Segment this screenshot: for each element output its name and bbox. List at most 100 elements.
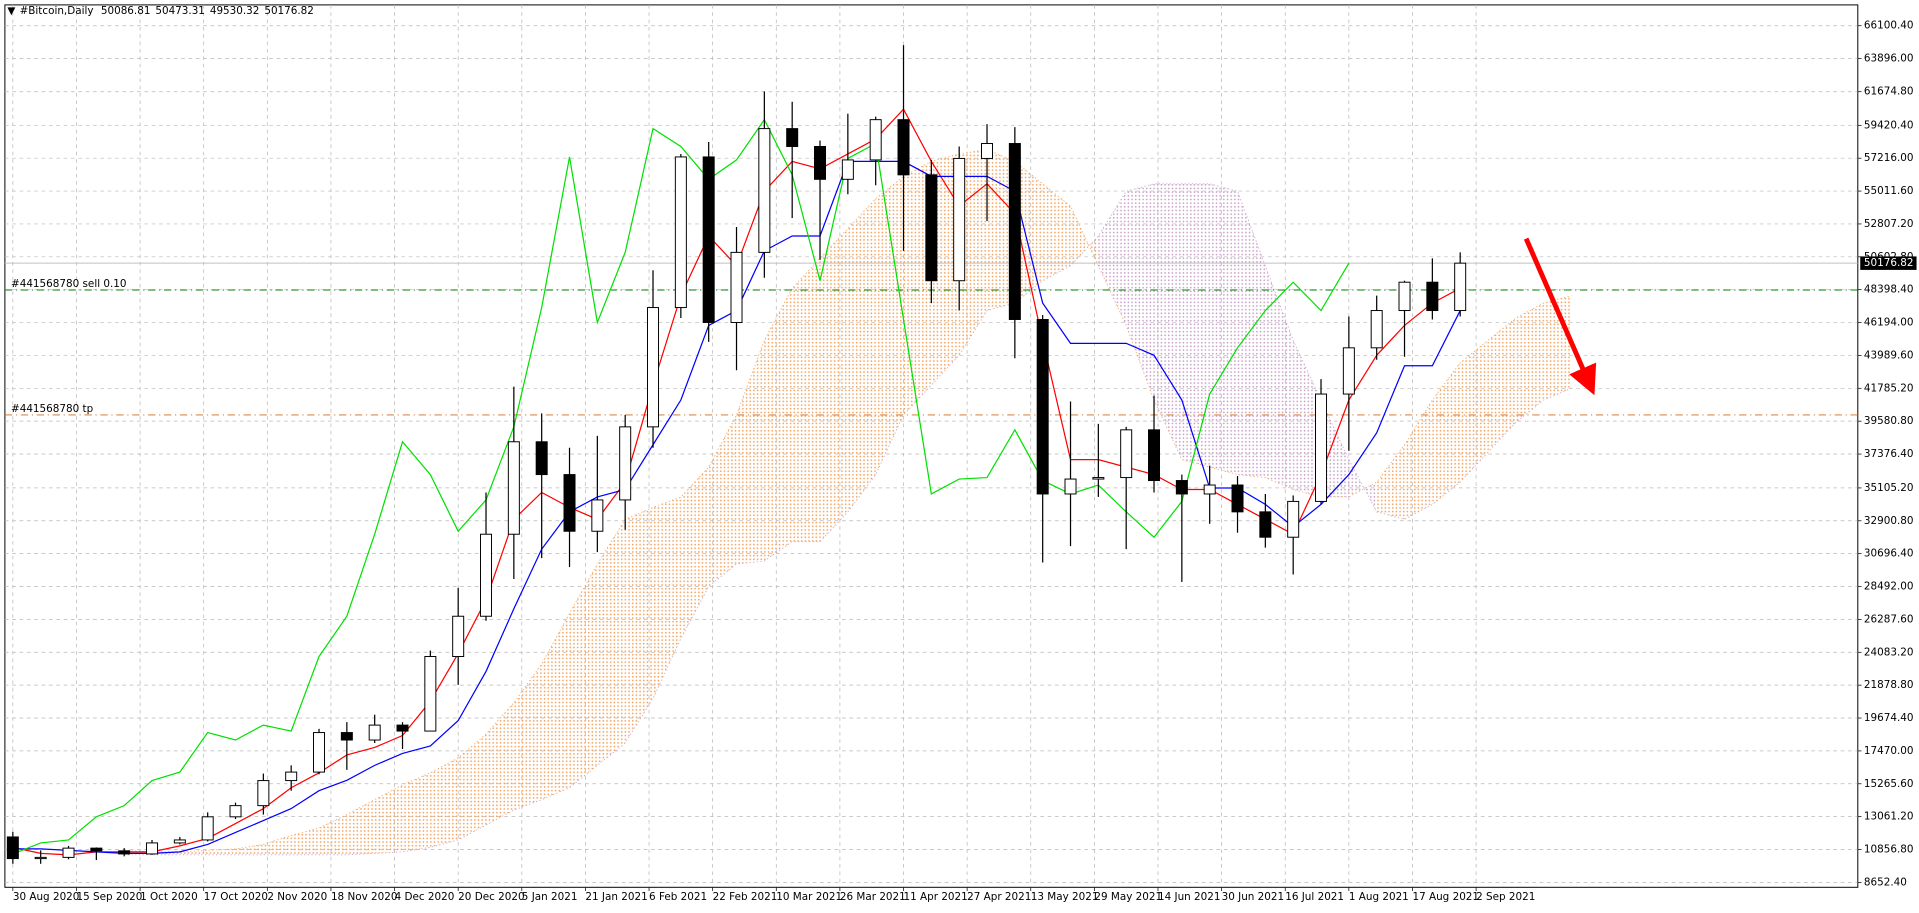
x-tick-label: 26 Mar 2021 [840,891,906,903]
y-tick-label: 28492.00 [1864,581,1914,593]
candle-body [90,847,103,852]
candle-body [925,174,938,282]
candle-body [1315,393,1328,502]
candle-body [1342,347,1355,395]
candle-body [424,656,437,732]
cloud-segment [1126,183,1155,401]
candle-body [257,780,270,807]
y-tick-label: 21878.80 [1864,679,1914,691]
x-tick-label: 15 Sep 2020 [76,891,142,903]
cloud-segment [402,772,431,852]
x-tick-label: 22 Feb 2021 [713,891,778,903]
candle-body [1398,281,1411,312]
candle-body [118,850,131,855]
cloud-segment [458,734,487,840]
candle-body [1148,429,1161,482]
candle-body [313,732,326,773]
candle-body [786,128,799,147]
y-tick-label: 41785.20 [1864,382,1914,394]
candle-body [1120,429,1133,479]
cloud-segment [764,288,793,562]
cloud-segment [1209,183,1238,475]
x-tick-label: 14 Jun 2021 [1158,891,1221,903]
cloud-segment [1488,317,1516,453]
candle-body [1426,281,1439,312]
candle-body [1092,477,1105,480]
x-tick-label: 20 Dec 2020 [458,891,524,903]
candle-body [758,128,771,253]
cloud-segment [513,663,542,811]
cloud-segment [319,814,347,855]
x-tick-label: 11 Apr 2021 [904,891,968,903]
cloud-segment [291,828,320,855]
y-tick-label: 17470.00 [1864,745,1914,757]
candles [6,45,1467,864]
candle-body [647,307,660,428]
y-tick-label: 15265.60 [1864,778,1914,790]
candle-body [619,426,632,501]
candle-body [368,724,381,741]
candle-body [34,856,47,860]
cloud-segment [653,496,681,699]
y-tick-label: 19674.40 [1864,712,1914,724]
y-tick-label: 32900.80 [1864,515,1914,527]
candle-body [1064,478,1077,495]
candle-body [730,251,743,323]
y-tick-label: 13061.20 [1864,811,1914,823]
candle-body [1454,262,1467,312]
cloud-segment [1181,183,1210,468]
grid [4,4,1858,888]
cloud-segment [207,848,236,855]
plot-frame [4,4,1859,888]
candle-body [563,474,576,532]
candle-body [953,157,966,282]
cloud [124,149,1572,856]
candle-body [1175,480,1188,495]
cloud-segment [931,153,960,386]
cloud-segment [1293,340,1322,497]
candle-body [1259,511,1272,538]
menu-icon[interactable]: ▼ [7,5,15,17]
cloud-segment [903,161,932,415]
x-tick-label: 27 Apr 2021 [967,891,1031,903]
cloud-segment [1348,459,1377,512]
cloud-segment [430,757,459,848]
order-label: #441568780 sell 0.10 [11,278,127,290]
candle-body [869,119,882,161]
cloud-segment [708,414,737,587]
candle-body [340,732,353,741]
x-tick-label: 6 Feb 2021 [649,891,707,903]
last-price-box [1860,256,1917,270]
cloud-segment [569,564,598,788]
cloud-segment [1404,400,1433,520]
x-tick-label: 13 May 2021 [1031,891,1099,903]
cloud-segment [1154,183,1182,460]
cloud-segment [792,258,821,542]
candle-body [480,533,493,617]
cloud-segment [346,799,375,855]
y-tick-label: 59420.40 [1864,119,1914,131]
x-tick-label: 29 May 2021 [1094,891,1162,903]
cloud-segment [374,784,403,854]
cloud-segment [1265,265,1294,490]
candle-body [535,441,548,476]
cloud-segment [263,835,292,855]
x-tick-label: 1 Aug 2021 [1349,891,1409,903]
cloud-segment [625,507,654,744]
candle-body [1370,310,1383,349]
candle-body [591,499,604,532]
low-value: 49530.32 [210,5,260,17]
y-tick-label: 63896.00 [1864,53,1914,65]
cloud-segment [1515,303,1544,423]
candle-body [396,724,409,732]
y-tick-label: 48398.40 [1864,284,1914,296]
x-tick-label: 17 Aug 2021 [1412,891,1479,903]
candle-body [841,159,854,180]
cloud-segment [736,340,765,565]
cloud-segment [1376,444,1405,520]
candle-body [674,156,687,309]
close-value: 50176.82 [264,5,314,17]
cloud-span [124,183,1572,856]
x-tick-label: 4 Dec 2020 [395,891,455,903]
